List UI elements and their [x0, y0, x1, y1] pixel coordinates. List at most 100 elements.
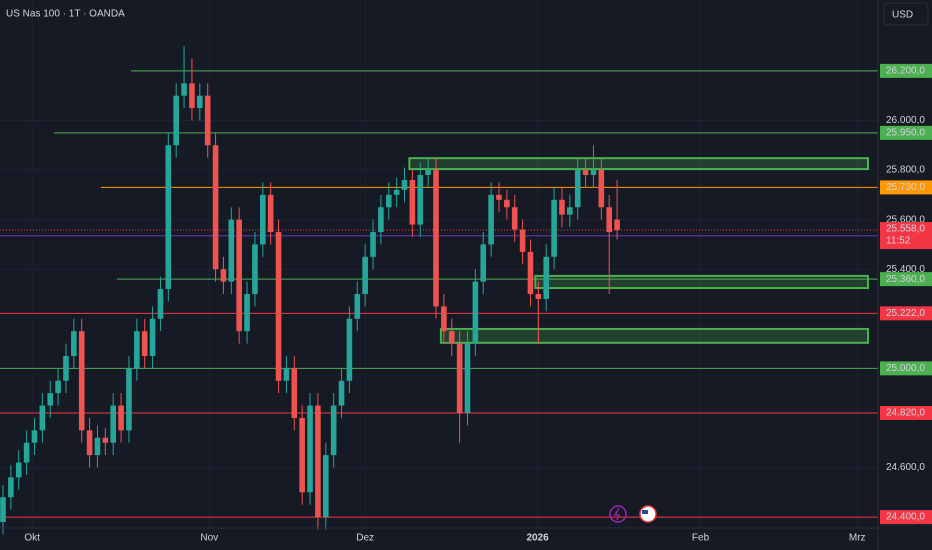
y-tick-label: 25.400,0: [886, 264, 925, 275]
candle-body: [543, 256, 550, 299]
level-label-bg: [880, 272, 932, 287]
candle-body: [401, 179, 408, 190]
candle-body: [448, 331, 455, 344]
candle-body: [322, 455, 329, 518]
level-label: 25.730,0: [886, 182, 925, 193]
candle-body: [157, 289, 164, 319]
candle-body: [425, 170, 431, 176]
level-label-bg: [880, 405, 932, 420]
level-label-bg: [880, 510, 932, 525]
level-label: 24.400,0: [886, 512, 925, 523]
currency-button[interactable]: [883, 2, 929, 26]
candle-body: [598, 170, 605, 208]
candle-body: [259, 194, 266, 245]
candle-body: [15, 462, 22, 478]
candle-body: [378, 207, 384, 233]
zone: [408, 157, 869, 171]
y-tick-label: 24.600,0: [886, 462, 925, 473]
level-label: 25.950,0: [886, 128, 925, 139]
candle-body: [409, 179, 416, 225]
candle-body: [39, 405, 46, 431]
candle-body: [338, 380, 345, 406]
candle-body: [535, 293, 542, 299]
candle-body: [307, 405, 313, 493]
candle-body: [299, 417, 305, 493]
candle-body: [346, 318, 353, 381]
candle-body: [362, 256, 368, 294]
candle-body: [330, 405, 337, 456]
zone: [439, 327, 869, 344]
candle-body: [165, 145, 172, 290]
candle-body: [63, 355, 69, 381]
candle-body: [480, 244, 487, 282]
level-label: 25.222,0: [886, 308, 925, 319]
candle-body: [519, 229, 526, 252]
candle-body: [472, 281, 479, 344]
candle-body: [236, 219, 242, 332]
level-label: 24.820,0: [886, 408, 925, 419]
event-icon: [613, 507, 620, 521]
currency[interactable]: USD: [892, 10, 913, 21]
x-tick-label: Mrz: [849, 533, 866, 544]
candle-body: [149, 318, 156, 356]
candle-body: [370, 232, 376, 257]
candle-body: [496, 194, 502, 200]
candle-body: [291, 368, 298, 418]
candle-body: [441, 306, 447, 332]
candle-body: [527, 251, 534, 294]
chart-title: US Nas 100 · 1T · OANDA: [6, 9, 125, 20]
candle-body: [590, 170, 597, 176]
candle-body: [118, 405, 124, 431]
x-tick-label: Okt: [24, 533, 40, 544]
level-label: 25.360,0: [886, 274, 925, 285]
candle-body: [204, 95, 211, 146]
candle-body: [464, 343, 471, 413]
candle-body: [8, 477, 14, 498]
candle-body: [78, 331, 85, 431]
last-price-bg: [880, 222, 932, 250]
plot: [0, 46, 878, 535]
candle-body: [574, 170, 581, 208]
x-tick-label: Feb: [692, 533, 710, 544]
level-label: 26.200,0: [886, 66, 925, 77]
candle-body: [228, 219, 235, 282]
level-label-bg: [880, 180, 932, 195]
candle-body: [456, 343, 463, 413]
x-tick-label: Dez: [356, 533, 374, 544]
candle-body: [110, 405, 117, 443]
level-label-bg: [880, 361, 932, 376]
candle-body: [94, 437, 101, 456]
candle-body: [173, 95, 179, 146]
candle-body: [31, 430, 38, 443]
axes: 24.600,0 25.400,0 25.600,0 25.800,0 26.000,0…: [24, 63, 932, 544]
candle-body: [181, 83, 187, 96]
candle-body: [252, 244, 258, 294]
candle-body: [315, 405, 321, 518]
news-icon: [642, 510, 648, 514]
y-tick-label: 25.800,0: [886, 165, 925, 176]
candle-body: [55, 380, 61, 394]
candle-body: [614, 219, 620, 231]
candle-body: [141, 331, 148, 356]
y-tick-label: 25.600,0: [886, 214, 925, 225]
candle-body: [220, 269, 227, 282]
candle-body: [47, 393, 54, 406]
candle-body: [354, 293, 361, 319]
candle-body: [134, 331, 140, 369]
candle-body: [385, 194, 392, 208]
last-price-label: 25.558,0: [886, 224, 925, 235]
grid: [0, 0, 878, 528]
candle-body: [433, 170, 439, 307]
x-tick-label: 2026: [526, 533, 549, 544]
candle-body: [189, 83, 195, 109]
candle-body: [417, 175, 424, 225]
candle-body: [551, 199, 557, 257]
candle-body: [126, 368, 132, 431]
candle-body: [283, 368, 290, 381]
candle-body: [504, 199, 510, 208]
level-label-bg: [880, 125, 932, 140]
candle-body: [267, 194, 274, 233]
event-icon[interactable]: [609, 505, 627, 523]
